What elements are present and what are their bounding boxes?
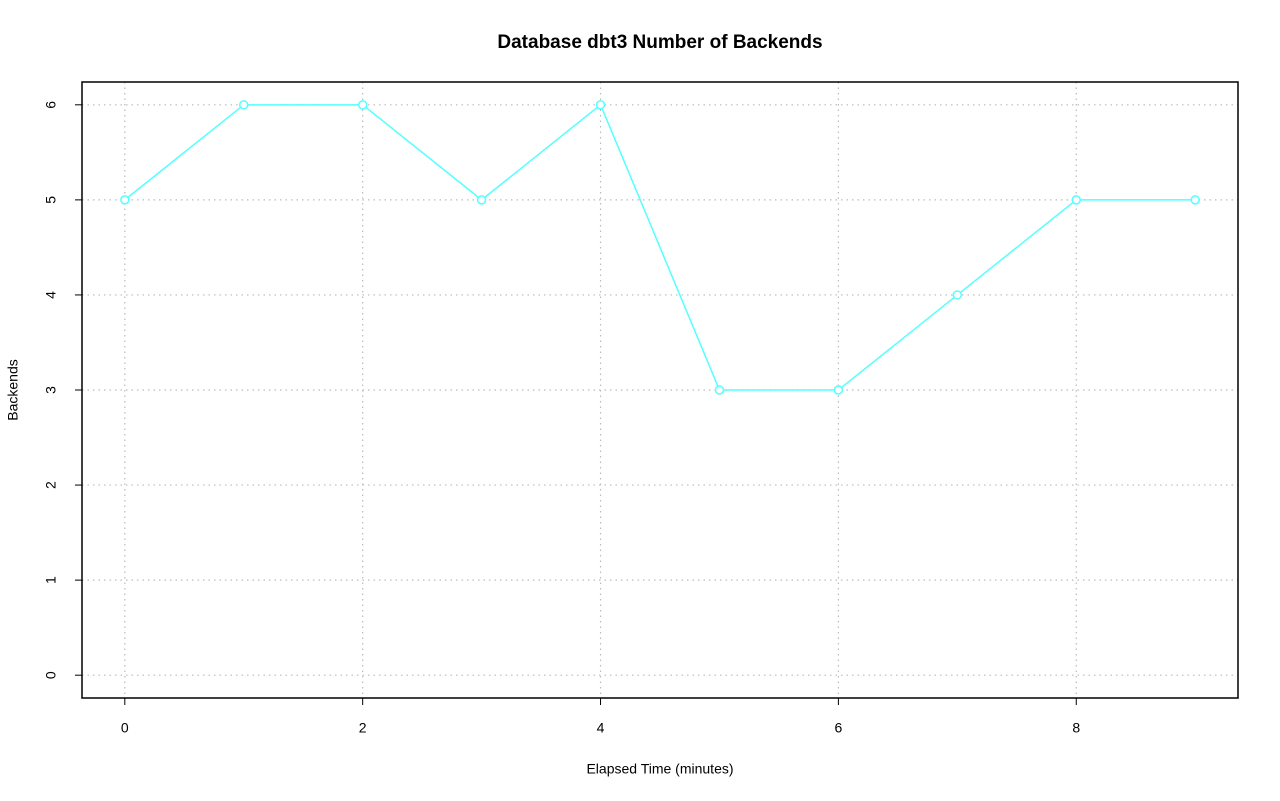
y-tick-label: 2: [43, 481, 59, 489]
data-point: [357, 100, 368, 110]
y-tick-label: 4: [43, 291, 59, 299]
x-tick-label: 0: [121, 720, 129, 736]
x-axis-label: Elapsed Time (minutes): [586, 761, 733, 777]
y-tick-label: 6: [43, 101, 59, 109]
y-axis-label: Backends: [5, 359, 21, 420]
x-tick-label: 6: [834, 720, 842, 736]
data-point: [1190, 195, 1200, 205]
data-point: [120, 195, 130, 205]
chart-title: Database dbt3 Number of Backends: [497, 32, 822, 53]
data-point: [714, 385, 725, 395]
plot-frame: [81, 81, 1239, 699]
y-tick-label: 5: [43, 196, 59, 204]
data-point: [952, 290, 963, 300]
x-tick-label: 8: [1072, 720, 1080, 736]
x-tick-label: 4: [597, 720, 605, 736]
data-point: [833, 385, 844, 395]
data-point: [476, 195, 487, 205]
y-tick-label: 3: [43, 386, 59, 394]
data-point: [238, 100, 249, 110]
x-tick-label: 2: [359, 720, 367, 736]
y-tick-label: 0: [43, 671, 59, 679]
data-line: [124, 103, 1196, 391]
data-point: [595, 100, 606, 110]
y-tick-label: 1: [43, 576, 59, 584]
data-point: [1071, 195, 1082, 205]
